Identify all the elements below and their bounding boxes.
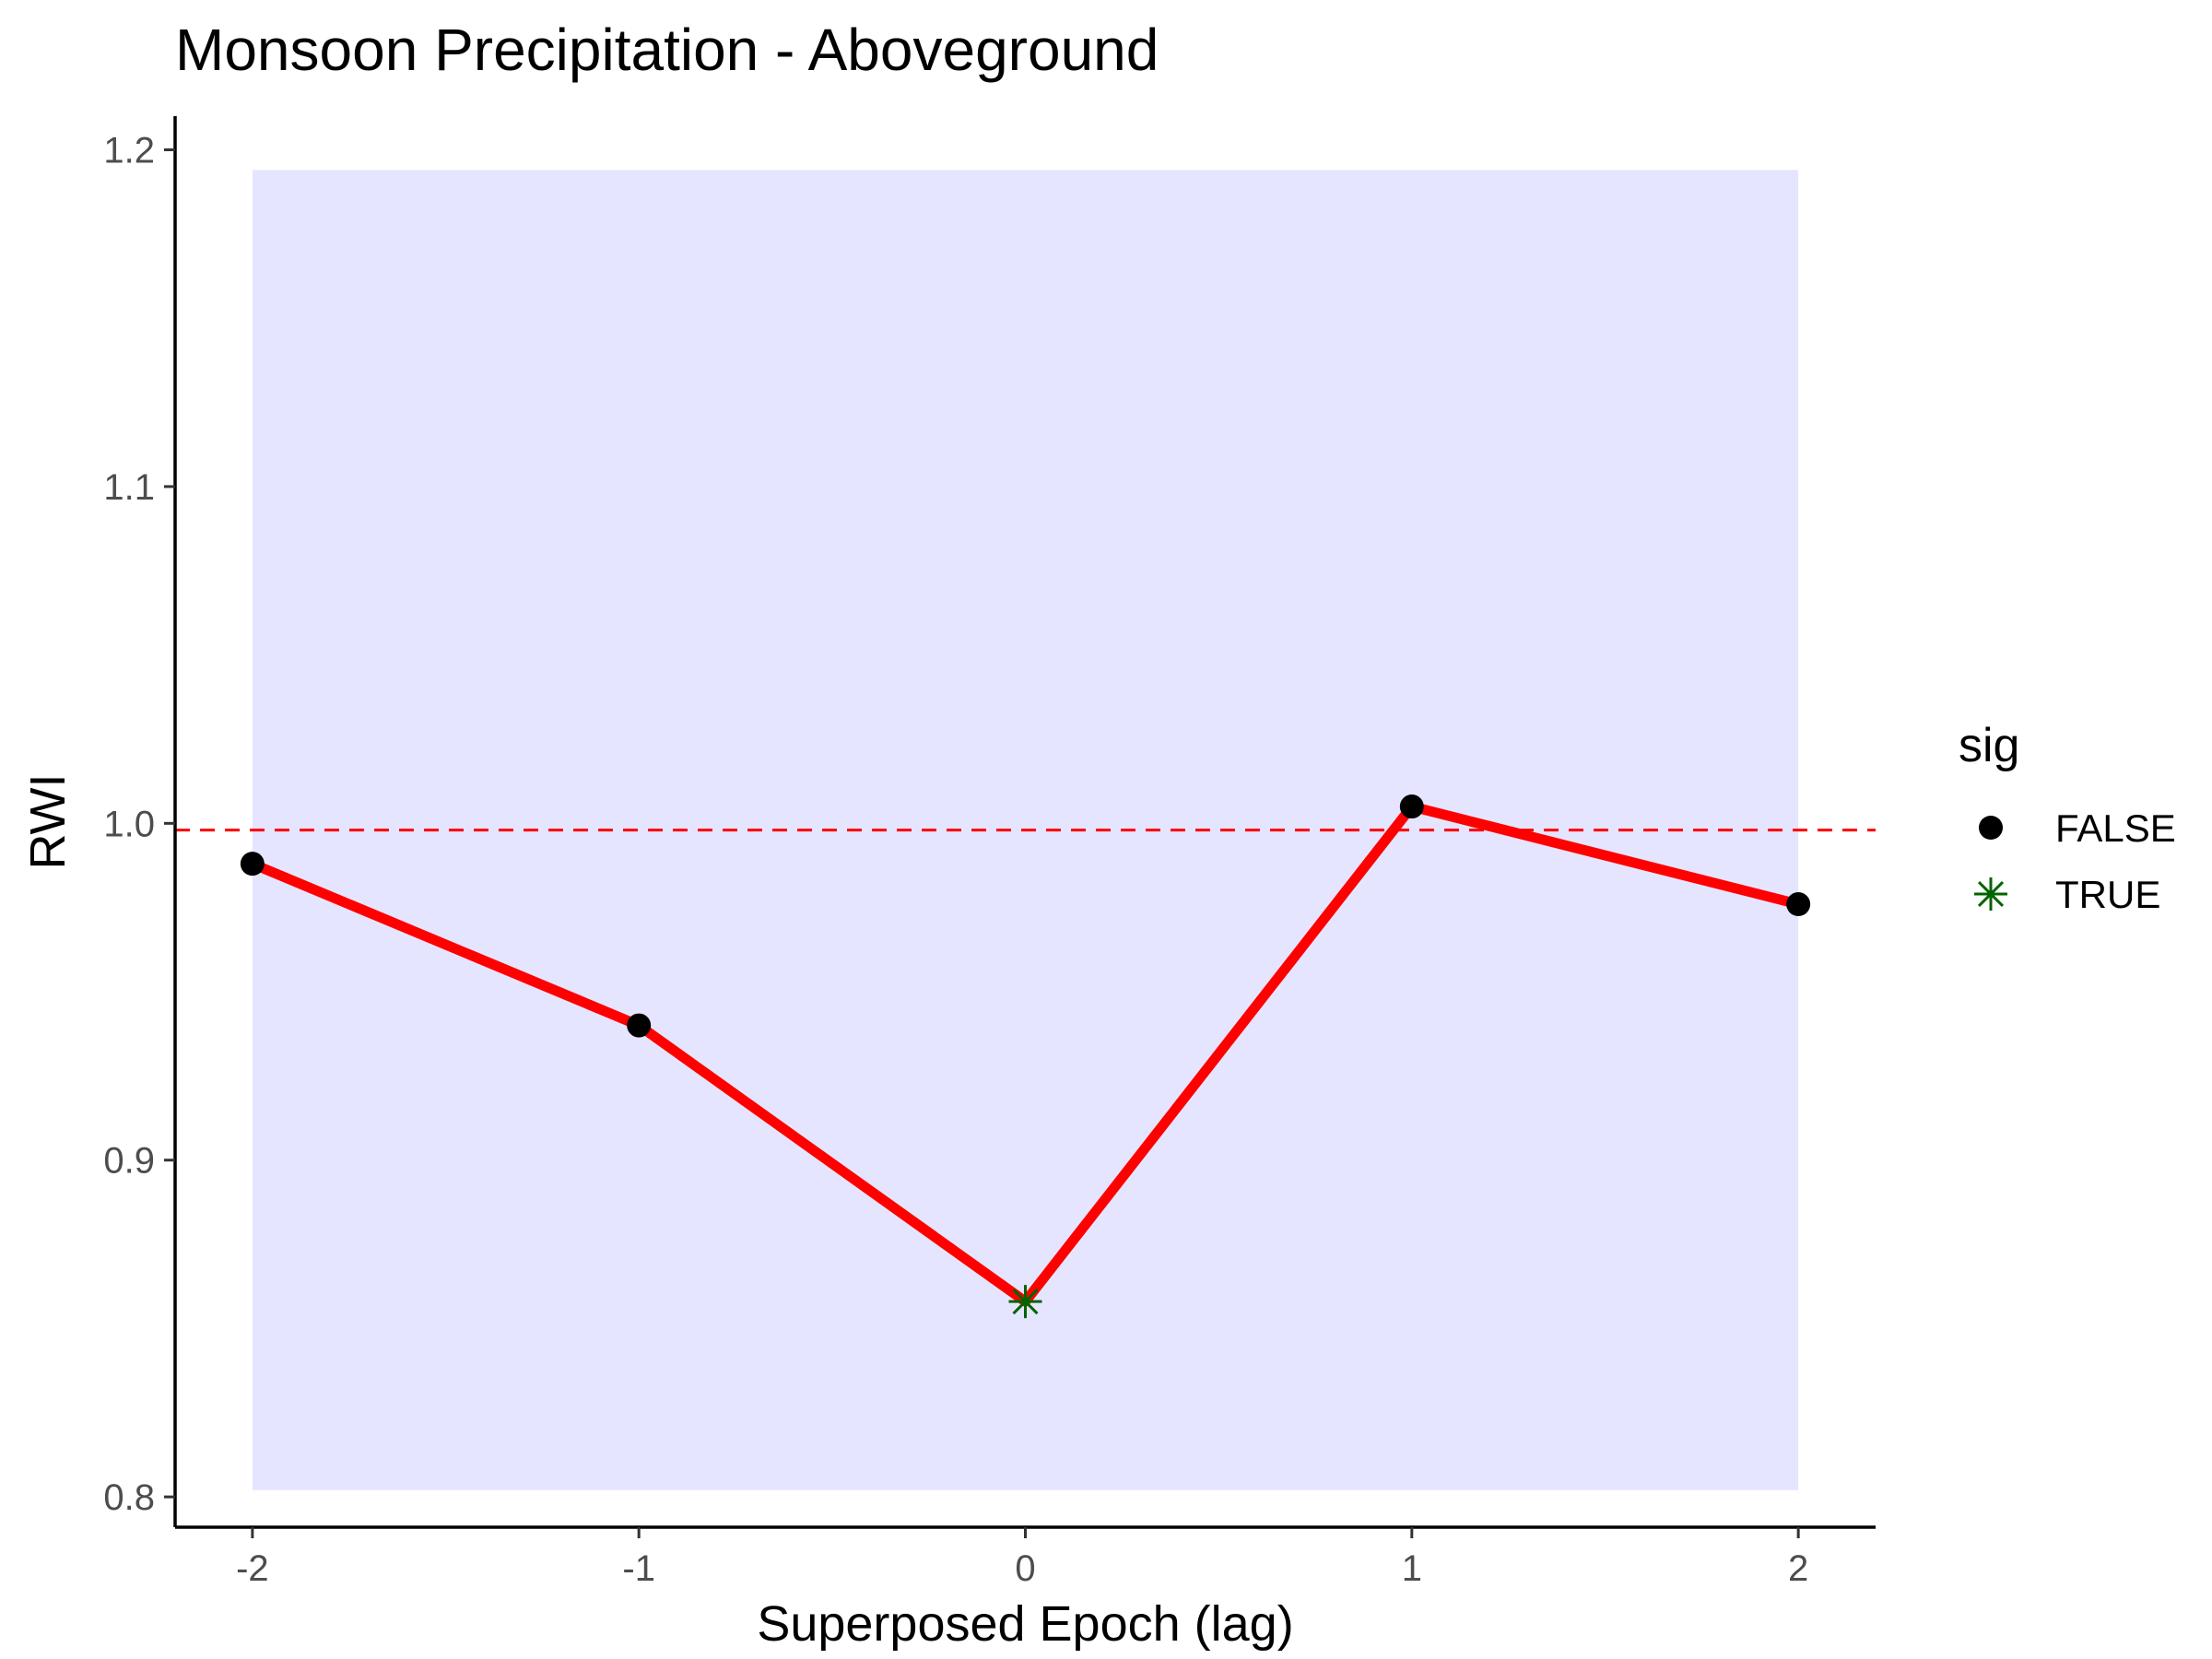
y-axis-title: RWI: [20, 774, 76, 870]
y-tick-label: 0.8: [103, 1477, 155, 1518]
y-tick-label: 0.9: [103, 1141, 155, 1182]
y-tick-label: 1.2: [103, 131, 155, 171]
x-tick-label: 2: [1788, 1548, 1808, 1589]
x-tick-label: -1: [622, 1548, 655, 1589]
data-point: [1399, 794, 1424, 819]
axes: 0.8 0.9 1.0 1.1 1.2 -2 -1 0 1 2: [103, 116, 1876, 1589]
data-point: [240, 852, 265, 877]
y-tick-label: 1.0: [103, 804, 155, 844]
x-tick-label: 0: [1015, 1548, 1035, 1589]
legend-key-true: [1974, 877, 2007, 911]
data-point: [627, 1013, 652, 1038]
data-point-sig: [1008, 1285, 1042, 1319]
legend: sig FALSE TRUE: [1959, 719, 2176, 916]
x-tick-label: 1: [1402, 1548, 1422, 1589]
legend-label: FALSE: [2055, 806, 2176, 850]
x-tick-label: -2: [236, 1548, 269, 1589]
legend-key-false: [1979, 816, 2003, 840]
legend-title: sig: [1959, 719, 2019, 772]
legend-label: TRUE: [2055, 873, 2160, 916]
x-axis-title: Superposed Epoch (lag): [757, 1596, 1293, 1652]
plot-area: [175, 170, 1876, 1490]
y-tick-label: 1.1: [103, 467, 155, 508]
data-point: [1786, 892, 1811, 917]
chart-title: Monsoon Precipitation - Aboveground: [175, 17, 1159, 83]
